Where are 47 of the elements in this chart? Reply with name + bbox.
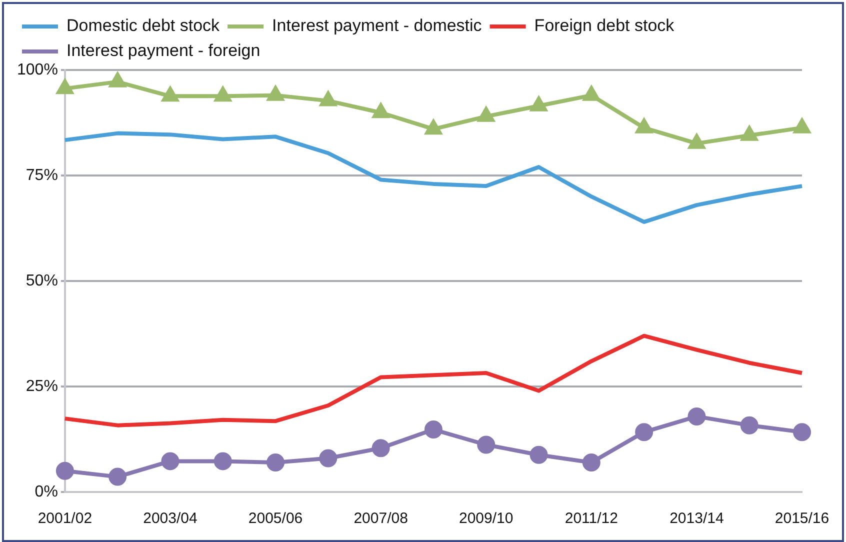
legend-label: Foreign debt stock xyxy=(534,16,675,36)
point xyxy=(372,104,389,118)
point xyxy=(477,436,496,454)
point xyxy=(110,72,126,88)
point xyxy=(530,96,547,112)
point xyxy=(478,107,494,122)
x-tick-label: 2001/02 xyxy=(38,510,92,528)
point xyxy=(108,468,127,486)
legend-label: Interest payment - domestic xyxy=(272,16,482,36)
point xyxy=(162,87,178,102)
point xyxy=(583,86,600,101)
x-tick-label: 2003/04 xyxy=(143,510,198,528)
point xyxy=(161,452,180,470)
point xyxy=(424,420,442,439)
point xyxy=(636,118,652,134)
x-tick-label: 2009/10 xyxy=(458,510,514,528)
y-tick-label: 50% xyxy=(26,272,58,290)
point xyxy=(741,126,758,141)
point xyxy=(688,134,705,149)
y-tick-label: 0% xyxy=(34,483,58,500)
legend-label: Interest payment - foreign xyxy=(66,41,260,60)
x-tick-label: 2005/06 xyxy=(248,510,303,528)
point xyxy=(688,407,706,426)
y-tick-label: 100% xyxy=(17,61,58,78)
point xyxy=(266,453,285,472)
point xyxy=(214,452,232,470)
y-tick-label: 75% xyxy=(26,166,58,184)
point xyxy=(267,86,284,101)
y-tick-label: 25% xyxy=(26,378,58,395)
point xyxy=(793,423,811,442)
point xyxy=(56,462,74,480)
point xyxy=(530,446,548,464)
legend-label: Domestic debt stock xyxy=(66,16,220,36)
point xyxy=(56,80,73,94)
x-tick-label: 2007/08 xyxy=(354,510,408,528)
x-tick-label: 2013/14 xyxy=(670,510,724,528)
point xyxy=(320,92,336,106)
point xyxy=(372,439,390,458)
point xyxy=(740,416,758,434)
point xyxy=(582,453,600,472)
x-tick-label: 2015/16 xyxy=(774,510,830,528)
x-tick-label: 2011/12 xyxy=(564,510,618,528)
point xyxy=(319,449,338,468)
point xyxy=(635,423,654,442)
point xyxy=(214,87,231,102)
point xyxy=(794,118,810,134)
point xyxy=(425,120,442,135)
